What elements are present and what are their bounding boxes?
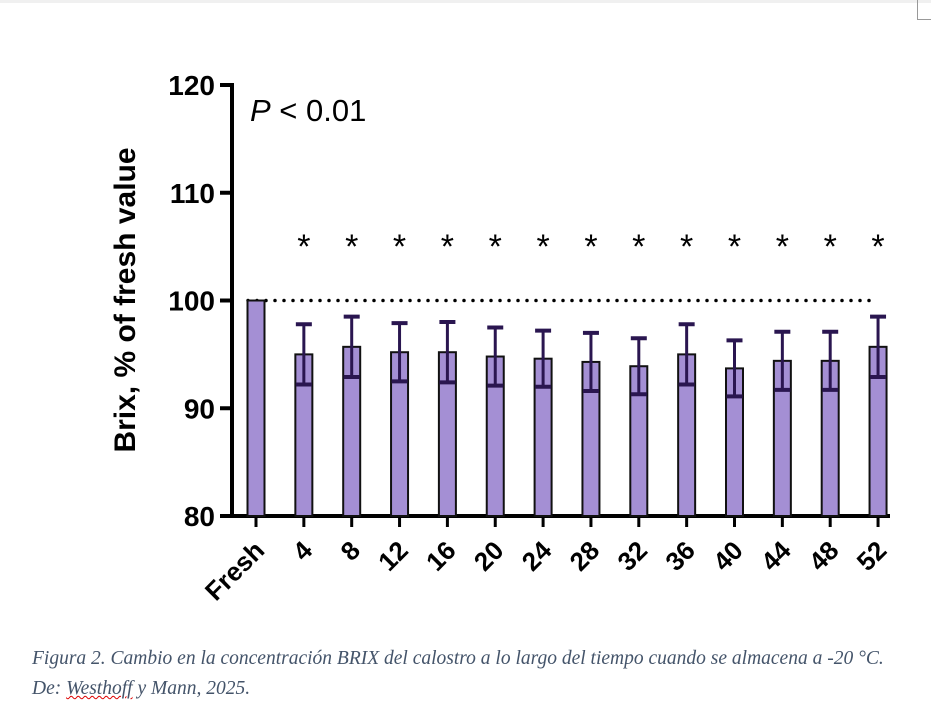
significance-star: * [728, 228, 741, 266]
page-top-border [0, 0, 931, 3]
significance-star: * [871, 228, 884, 266]
significance-star: * [489, 228, 502, 266]
significance-star: * [584, 228, 597, 266]
y-axis: 80 90 100 110 120 [168, 70, 890, 532]
significance-star: * [441, 228, 454, 266]
x-tick-label: 48 [803, 535, 845, 577]
y-tick-label: 110 [170, 178, 215, 209]
y-tick-label: 100 [168, 286, 215, 317]
bar-chart: 80 90 100 110 120 Fresh * 4 * 8 * 12 * 16 * 20 * 24 * 28 * 3… [109, 70, 892, 606]
x-tick-label: 36 [659, 535, 701, 577]
x-tick-label: 24 [516, 535, 558, 577]
figure-caption: Figura 2. Cambio en la concentración BRI… [32, 648, 884, 699]
x-tick-label: 32 [611, 535, 653, 577]
significance-star: * [297, 228, 310, 266]
bars: Fresh * 4 * 8 * 12 * 16 * 20 * 24 * 28 * 32 * 36 * 40 * 44 * 48 *… [199, 228, 892, 606]
x-tick-label: 20 [468, 535, 510, 577]
y-tick-label: 90 [184, 393, 215, 424]
x-tick-label: Fresh [199, 535, 270, 606]
significance-star: * [345, 228, 358, 266]
x-tick-label: 40 [707, 535, 749, 577]
significance-star: * [680, 228, 693, 266]
x-tick-label: 52 [851, 535, 893, 577]
significance-star: * [776, 228, 789, 266]
significance-star: * [824, 228, 837, 266]
x-tick-label: 16 [420, 535, 462, 577]
y-axis-label: Brix, % of fresh value [109, 147, 142, 452]
x-tick-label: 4 [287, 535, 319, 567]
margin-mark [917, 19, 931, 20]
bar-Fresh [246, 299, 266, 517]
x-tick-label: 12 [372, 535, 414, 577]
y-tick-label: 80 [184, 501, 215, 532]
caption-author-link: Westhoff [66, 678, 133, 699]
p-value-annotation: P < 0.01 [250, 93, 366, 128]
x-tick-label: 8 [334, 535, 365, 566]
x-tick-label: 44 [755, 535, 797, 577]
significance-star: * [632, 228, 645, 266]
significance-star: * [536, 228, 549, 266]
y-tick-label: 120 [168, 70, 215, 101]
significance-star: * [393, 228, 406, 266]
margin-mark [917, 0, 918, 20]
x-tick-label: 28 [564, 535, 606, 577]
